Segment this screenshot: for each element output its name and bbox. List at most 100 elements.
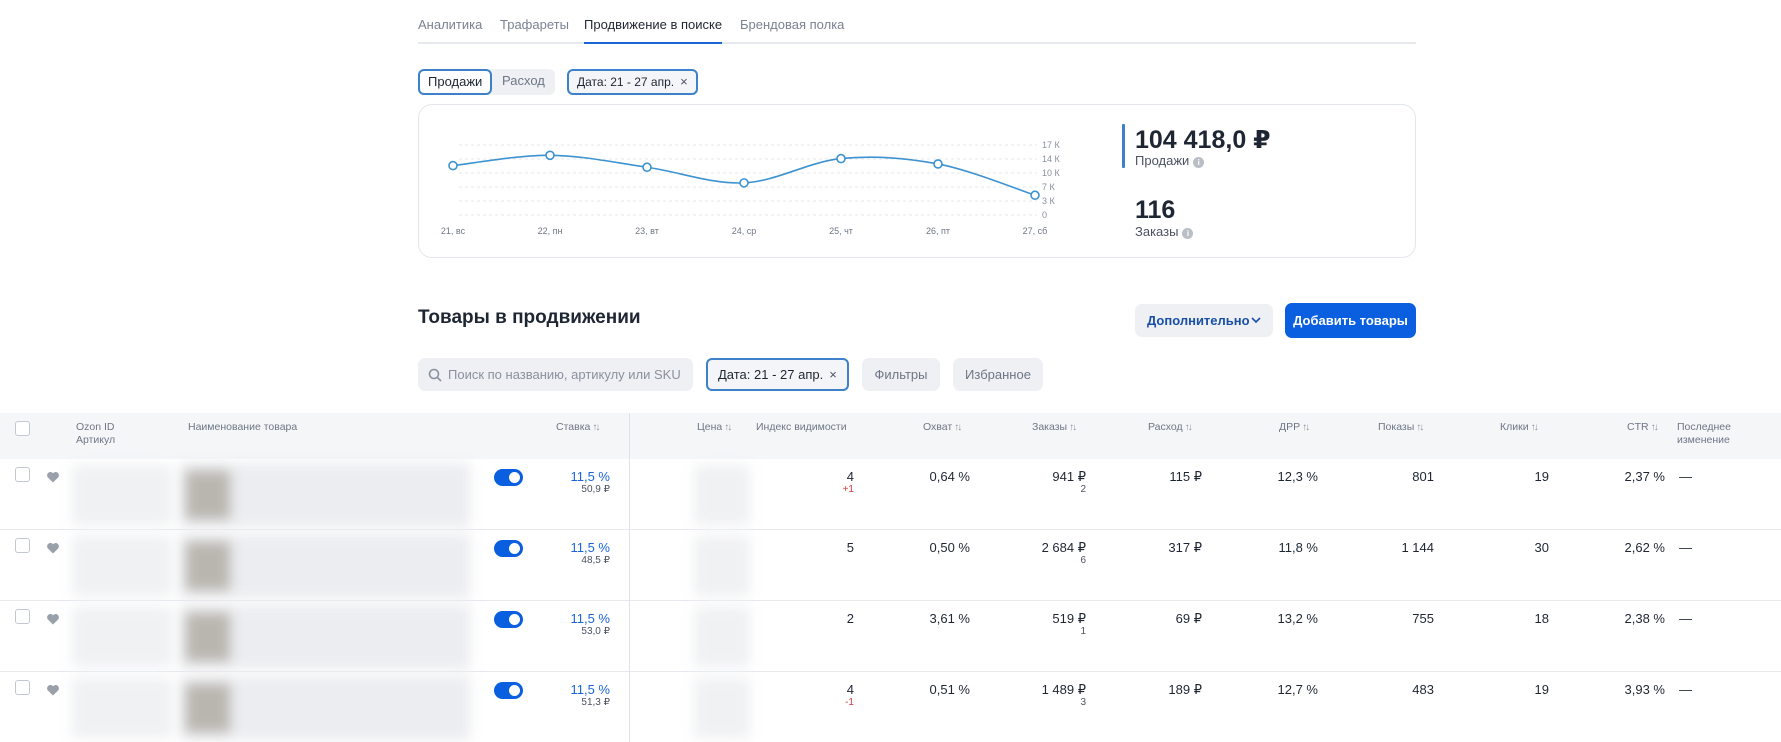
add-products-button[interactable]: Добавить товары <box>1285 303 1416 338</box>
data-point[interactable] <box>1030 190 1040 201</box>
impressions-value: 1 144 <box>1401 540 1434 555</box>
col-ozon-id[interactable]: Ozon ID <box>76 421 115 433</box>
impressions-value: 801 <box>1412 469 1434 484</box>
data-point[interactable] <box>642 162 652 173</box>
clicks-value: 18 <box>1534 611 1549 626</box>
tab-search-promotion[interactable]: Продвижение в поиске <box>584 17 723 44</box>
bid-value[interactable]: 11,5 % <box>570 611 610 626</box>
data-point[interactable] <box>545 150 555 161</box>
section-title: Товары в продвижении <box>418 307 641 328</box>
promotion-toggle[interactable] <box>494 682 523 699</box>
orders-count: 1 <box>1080 626 1086 637</box>
col-spend[interactable]: Расход ↑↓ <box>1148 421 1193 433</box>
data-point[interactable] <box>448 160 458 171</box>
col-bid[interactable]: Ставка ↑↓ <box>556 421 600 433</box>
ozon-id-redacted <box>72 465 172 525</box>
last-change-value: — <box>1679 469 1692 484</box>
select-all-checkbox[interactable] <box>15 421 30 436</box>
promotion-toggle[interactable] <box>494 469 523 486</box>
info-icon[interactable]: i <box>1182 228 1194 239</box>
sales-series-line <box>452 154 1036 196</box>
search-input[interactable] <box>448 358 688 391</box>
table-row[interactable]: 11,5 % 53,0 ₽ 2 3,61 % 519 ₽1 69 ₽ 13,2 % 755 18… <box>0 601 1781 672</box>
visibility-delta: +1 <box>842 484 854 495</box>
promotion-toggle[interactable] <box>494 540 523 557</box>
ctr-value: 3,93 % <box>1624 682 1665 697</box>
orders-total-value: 116 <box>1135 196 1176 224</box>
table-row[interactable]: 11,5 % 48,5 ₽ 5 0,50 % 2 684 ₽6 317 ₽ 11,8 % 1 … <box>0 530 1781 601</box>
row-checkbox[interactable] <box>15 538 30 553</box>
heart-icon[interactable] <box>46 470 60 484</box>
col-ctr[interactable]: CTR ↑↓ <box>1627 421 1659 433</box>
row-checkbox[interactable] <box>15 467 30 482</box>
heart-icon[interactable] <box>46 541 60 555</box>
tab-stencils[interactable]: Трафареты <box>500 17 569 32</box>
favorites-button[interactable]: Избранное <box>953 358 1043 391</box>
ctr-value: 2,62 % <box>1624 540 1665 555</box>
close-icon[interactable]: × <box>829 367 837 382</box>
col-price[interactable]: Цена ↑↓ <box>697 421 732 433</box>
col-orders[interactable]: Заказы ↑↓ <box>1032 421 1077 433</box>
product-thumbnail <box>186 542 230 590</box>
price-redacted <box>694 607 750 667</box>
data-point[interactable] <box>933 159 943 169</box>
table-header: Ozon ID Артикул Наименование товара Став… <box>0 413 1781 459</box>
visibility-index: 2 <box>846 611 854 626</box>
col-drr[interactable]: ДРР ↑↓ <box>1279 421 1310 433</box>
row-checkbox[interactable] <box>15 609 30 624</box>
y-tick-label: 0 <box>1042 210 1047 220</box>
x-tick-label: 27, сб <box>1023 226 1048 236</box>
ozon-id-redacted <box>72 607 172 667</box>
more-options-button[interactable]: Дополнительно <box>1135 304 1273 337</box>
chart-date-filter[interactable]: Дата: 21 - 27 апр. × <box>567 69 698 95</box>
tab-brand-shelf[interactable]: Брендовая полка <box>740 17 845 32</box>
y-tick-label: 17 К <box>1042 140 1061 150</box>
col-last-change-2: изменение <box>1677 434 1730 446</box>
last-change-value: — <box>1679 611 1692 626</box>
bid-amount: 51,3 ₽ <box>581 697 610 708</box>
ozon-id-redacted <box>72 678 172 738</box>
filters-button[interactable]: Фильтры <box>862 358 940 391</box>
drr-value: 13,2 % <box>1277 611 1318 626</box>
sales-label-text: Продажи <box>1135 153 1190 168</box>
bid-value[interactable]: 11,5 % <box>570 469 610 484</box>
data-point[interactable] <box>739 178 749 188</box>
sales-line-chart: 17 К 14 К 10 К 7 К 3 К 0 21, вс 22, пн 23, вт 24… <box>441 140 1061 236</box>
close-icon[interactable]: × <box>680 74 688 89</box>
drr-value: 11,8 % <box>1278 540 1318 555</box>
heart-icon[interactable] <box>46 612 60 626</box>
data-point[interactable] <box>836 153 846 164</box>
more-options-label: Дополнительно <box>1147 313 1250 328</box>
visibility-index: 4 <box>846 469 854 484</box>
segment-sales[interactable]: Продажи <box>418 69 493 95</box>
search-field[interactable] <box>418 358 693 391</box>
col-reach[interactable]: Охват ↑↓ <box>923 421 962 433</box>
date-filter-label: Дата: 21 - 27 апр. <box>577 75 675 89</box>
last-change-value: — <box>1679 540 1692 555</box>
sort-icon: ↑↓ <box>1416 422 1424 433</box>
price-redacted <box>694 678 750 738</box>
impressions-value: 483 <box>1412 682 1434 697</box>
row-checkbox[interactable] <box>15 680 30 695</box>
visibility-index: 5 <box>846 540 854 555</box>
bid-value[interactable]: 11,5 % <box>570 682 610 697</box>
column-divider <box>629 413 630 742</box>
orders-count: 3 <box>1080 697 1086 708</box>
last-change-value: — <box>1679 682 1692 697</box>
table-row[interactable]: 11,5 % 50,9 ₽ 4 +1 0,64 % 941 ₽2 115 ₽ 12,3 % 80… <box>0 459 1781 530</box>
orders-value: 519 ₽ <box>1052 611 1086 626</box>
segment-spend[interactable]: Расход <box>502 73 545 88</box>
bid-value[interactable]: 11,5 % <box>570 540 610 555</box>
orders-value: 2 684 ₽ <box>1041 540 1086 555</box>
product-thumbnail <box>186 684 230 732</box>
col-clicks[interactable]: Клики ↑↓ <box>1500 421 1539 433</box>
sales-chart-card: 17 К 14 К 10 К 7 К 3 К 0 21, вс 22, пн 23, вт 24… <box>418 104 1416 258</box>
info-icon[interactable]: i <box>1193 157 1205 168</box>
y-tick-label: 10 К <box>1042 168 1061 178</box>
tab-analytics[interactable]: Аналитика <box>418 17 483 32</box>
col-impressions[interactable]: Показы ↑↓ <box>1378 421 1424 433</box>
table-date-filter[interactable]: Дата: 21 - 27 апр. × <box>706 358 849 391</box>
heart-icon[interactable] <box>46 683 60 697</box>
promotion-toggle[interactable] <box>494 611 523 628</box>
table-row[interactable]: 11,5 % 51,3 ₽ 4 -1 0,51 % 1 489 ₽3 189 ₽ 12,7 %… <box>0 672 1781 742</box>
